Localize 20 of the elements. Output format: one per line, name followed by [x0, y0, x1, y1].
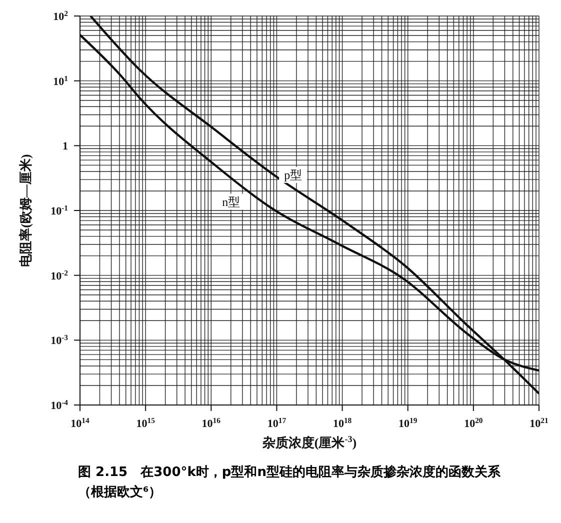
y-tick-label: 10$^{-2}$ — [50, 268, 68, 282]
x-tick-label: 10$^{18}$ — [332, 416, 352, 430]
y-tick-label: 1 — [62, 140, 68, 153]
series-label: n型 — [222, 194, 240, 209]
x-tick-label: 10$^{14}$ — [70, 416, 90, 430]
x-tick-label: 10$^{20}$ — [464, 416, 483, 430]
y-tick-label: 10$^{-4}$ — [50, 398, 68, 412]
y-axis-title: 电阻率(欧姆—厘米) — [18, 154, 33, 267]
y-tick-label: 10$^{2}$ — [53, 8, 68, 23]
x-tick-label: 10$^{16}$ — [202, 416, 221, 430]
x-tick-label: 10$^{15}$ — [136, 416, 156, 430]
y-tick-label: 10$^{-3}$ — [50, 332, 68, 348]
x-tick-label: 10$^{17}$ — [267, 416, 286, 430]
x-tick-label: 10$^{19}$ — [398, 416, 418, 430]
caption: 图 2.15 在300°k时，p型和n型硅的电阻率与杂质掺杂浓度的函数关系（根据欧文⁶） — [77, 464, 502, 502]
x-tick-label: 10$^{21}$ — [530, 416, 548, 430]
y-tick-label: 10$^{1}$ — [53, 73, 68, 88]
x-axis-title: 杂质浓度(厘米$^{-3}$) — [261, 434, 357, 450]
y-tick-label: 10$^{-1}$ — [50, 203, 68, 218]
series-label: p型 — [284, 168, 302, 182]
